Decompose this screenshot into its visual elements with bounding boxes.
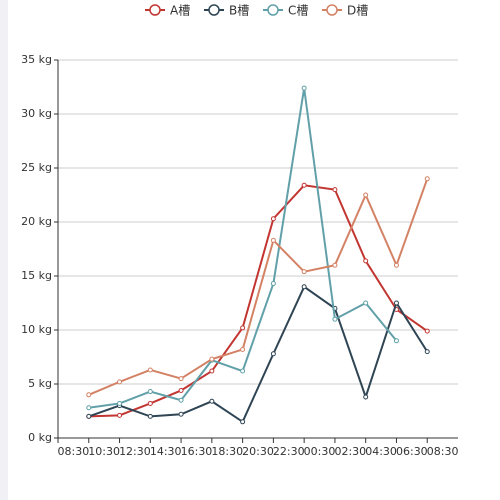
series-line [88,285,429,424]
legend-label[interactable]: A槽 [170,4,190,18]
y-tick-label: 30 kg [21,107,52,120]
y-tick-label: 20 kg [21,215,52,228]
data-point [117,400,123,406]
x-tick-label: 18:30 [211,445,243,458]
legend-label[interactable]: D槽 [347,4,368,18]
legend-icon[interactable] [208,4,220,16]
data-point [240,419,246,425]
data-point [301,85,307,91]
data-point [209,356,215,362]
data-point [363,258,369,264]
legend-label[interactable]: C槽 [288,4,308,18]
data-point [86,413,92,419]
x-tick-label: 14:30 [150,445,182,458]
y-tick-label: 15 kg [21,269,52,282]
series-line [88,87,398,409]
x-tick-label: 20:30 [242,445,274,458]
legend-icon[interactable] [149,4,161,16]
data-point [147,367,153,373]
data-point [147,389,153,395]
data-point [301,182,307,188]
data-point [117,379,123,385]
legend-icon[interactable] [326,4,338,16]
data-point [393,300,399,306]
data-point [240,368,246,374]
data-point [332,187,338,193]
data-point [270,351,276,357]
series-line [88,184,428,418]
x-tick-label: 06:30 [396,445,428,458]
y-tick-label: 35 kg [21,53,52,66]
data-point [270,281,276,287]
data-point [363,300,369,306]
data-point [209,368,215,374]
legend-icon[interactable] [267,4,279,16]
y-tick-label: 5 kg [28,377,52,390]
x-tick-label: 10:30 [88,445,120,458]
data-point [240,325,246,331]
data-point [147,413,153,419]
series-line [88,178,429,396]
x-tick-label: 22:30 [273,445,305,458]
side-strip [0,0,8,500]
data-point [147,400,153,406]
x-tick-label: 04:30 [365,445,397,458]
data-point [270,216,276,222]
data-point [424,176,430,182]
data-point [240,346,246,352]
data-point [270,237,276,243]
x-tick-label: 16:30 [181,445,213,458]
x-tick-label: 08:30 [58,445,90,458]
data-point [86,392,92,398]
data-point [424,328,430,334]
data-point [178,376,184,382]
y-tick-label: 0 kg [28,431,52,444]
data-point [209,398,215,404]
data-point [178,397,184,403]
data-point [393,338,399,344]
data-point [178,411,184,417]
data-point [363,394,369,400]
y-tick-label: 10 kg [21,323,52,336]
data-point [86,405,92,411]
data-point [301,269,307,275]
data-point [424,349,430,355]
x-tick-label: 00:30 [304,445,336,458]
data-point [363,192,369,198]
x-tick-label: 08:30 [427,445,459,458]
data-point [178,387,184,393]
x-tick-label: 12:30 [119,445,151,458]
legend-label[interactable]: B槽 [229,4,249,18]
y-tick-label: 25 kg [21,161,52,174]
data-point [393,262,399,268]
data-point [332,262,338,268]
data-point [332,316,338,322]
data-point [117,412,123,418]
x-tick-label: 02:30 [334,445,366,458]
data-point [301,284,307,290]
